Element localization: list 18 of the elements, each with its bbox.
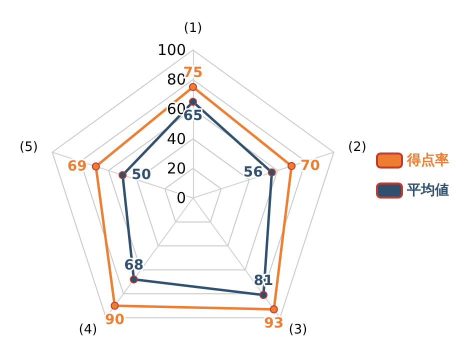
data-label: 70 bbox=[300, 158, 320, 174]
spoke-label: (4) bbox=[78, 322, 98, 338]
data-label: 50 bbox=[132, 167, 152, 184]
y-tick-label: 100 bbox=[157, 41, 186, 59]
spoke-label: (3) bbox=[288, 322, 308, 338]
y-tick-label: 80 bbox=[166, 70, 186, 89]
data-label: 69 bbox=[67, 158, 87, 174]
data-label: 93 bbox=[264, 315, 284, 332]
spoke-label: (2) bbox=[348, 140, 366, 156]
y-tick-label: 40 bbox=[166, 130, 186, 148]
spoke-label: (5) bbox=[20, 140, 38, 156]
y-tick-label: 0 bbox=[176, 189, 186, 207]
data-label: 90 bbox=[104, 312, 125, 328]
data-label: 56 bbox=[243, 164, 263, 180]
legend-label: 平均値 bbox=[406, 182, 449, 198]
legend-label: 得点率 bbox=[406, 152, 449, 168]
spoke-label: (1) bbox=[184, 21, 202, 36]
y-tick-label: 20 bbox=[166, 159, 186, 178]
